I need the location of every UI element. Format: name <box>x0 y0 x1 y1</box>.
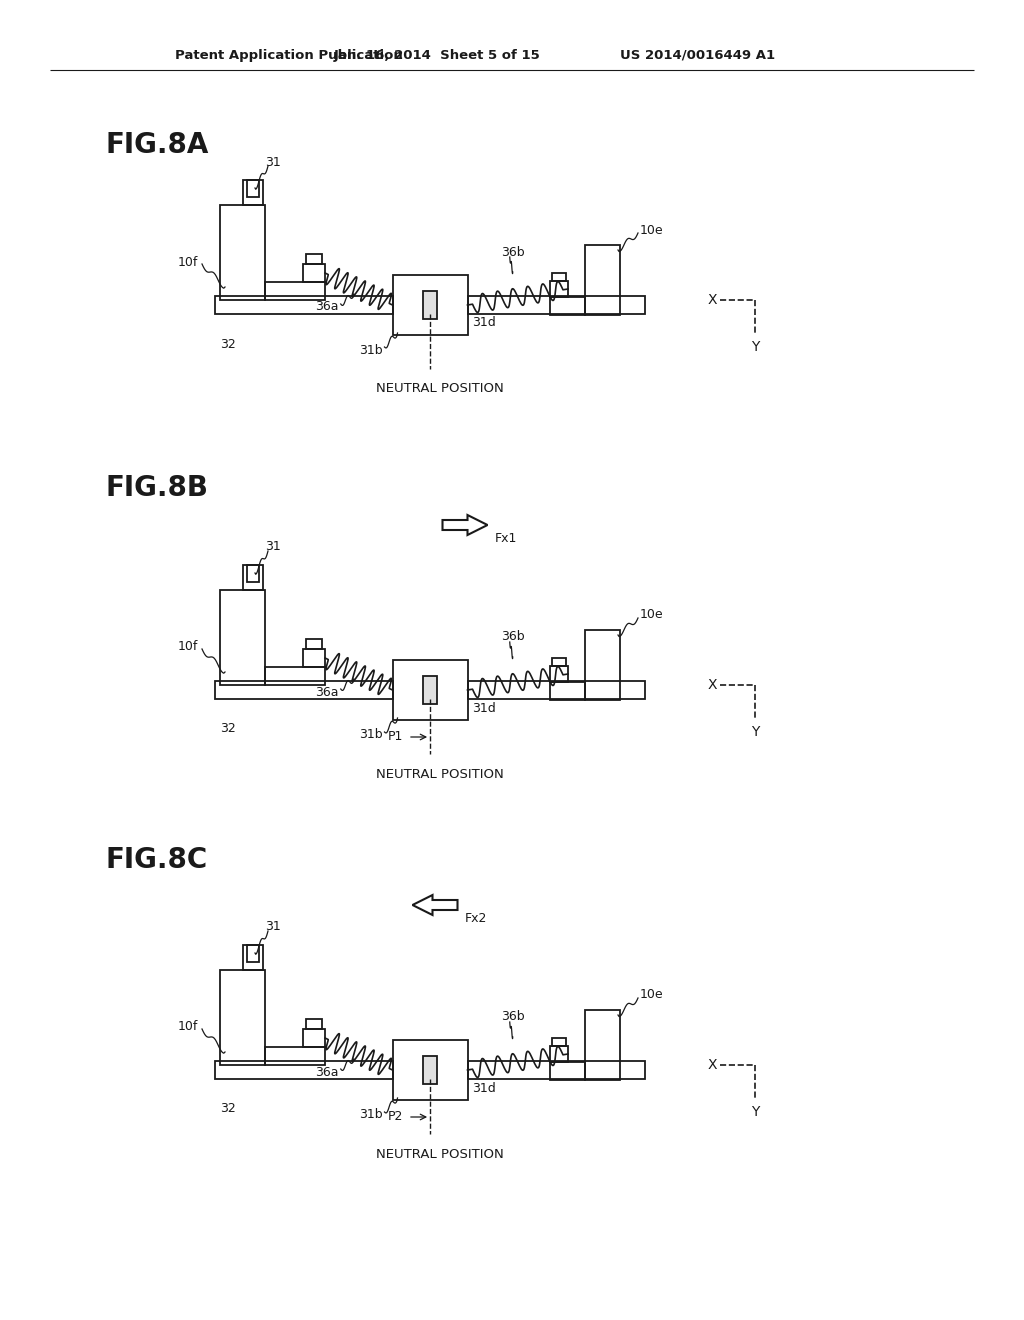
Text: 10e: 10e <box>640 223 664 236</box>
Bar <box>215 681 392 700</box>
Text: 31d: 31d <box>472 317 497 330</box>
Text: Jan. 16, 2014  Sheet 5 of 15: Jan. 16, 2014 Sheet 5 of 15 <box>334 49 541 62</box>
Bar <box>220 970 265 1065</box>
Text: 31b: 31b <box>358 1109 383 1122</box>
Bar <box>243 180 263 205</box>
Text: X: X <box>708 678 717 692</box>
Text: 36b: 36b <box>501 1011 524 1023</box>
Text: 31b: 31b <box>358 343 383 356</box>
Text: 10f: 10f <box>177 256 198 268</box>
Bar <box>303 264 325 282</box>
Text: Y: Y <box>751 341 759 354</box>
Text: NEUTRAL POSITION: NEUTRAL POSITION <box>376 767 504 780</box>
Text: Fx1: Fx1 <box>495 532 517 545</box>
Text: P1: P1 <box>388 730 403 743</box>
Text: P2: P2 <box>388 1110 403 1123</box>
Bar <box>550 1045 568 1063</box>
Bar <box>303 649 325 667</box>
Text: 10f: 10f <box>177 640 198 653</box>
Bar <box>550 281 568 297</box>
Text: 31d: 31d <box>472 1081 497 1094</box>
Text: 31: 31 <box>265 156 281 169</box>
Bar <box>243 945 263 970</box>
Text: 31: 31 <box>265 920 281 933</box>
Bar <box>392 1040 468 1100</box>
Text: US 2014/0016449 A1: US 2014/0016449 A1 <box>620 49 775 62</box>
Bar <box>468 1061 645 1078</box>
Text: X: X <box>708 1059 717 1072</box>
Bar <box>215 1061 392 1078</box>
Text: FIG.8C: FIG.8C <box>105 846 207 874</box>
Text: NEUTRAL POSITION: NEUTRAL POSITION <box>376 1147 504 1160</box>
Text: FIG.8B: FIG.8B <box>105 474 208 502</box>
Bar <box>423 1056 437 1084</box>
Text: 31d: 31d <box>472 701 497 714</box>
Text: 31b: 31b <box>358 729 383 742</box>
Text: FIG.8A: FIG.8A <box>105 131 208 158</box>
Bar <box>550 682 585 700</box>
Bar <box>550 667 568 682</box>
Text: 36b: 36b <box>501 246 524 259</box>
Bar <box>306 639 322 649</box>
Bar <box>303 1030 325 1047</box>
Bar <box>550 297 585 315</box>
Text: 36a: 36a <box>315 301 339 314</box>
Text: NEUTRAL POSITION: NEUTRAL POSITION <box>376 383 504 396</box>
Bar <box>468 296 645 314</box>
Text: 10e: 10e <box>640 609 664 622</box>
Bar <box>247 945 259 962</box>
Bar <box>265 282 325 300</box>
Bar <box>423 676 437 704</box>
Text: 32: 32 <box>220 722 236 735</box>
Bar <box>392 660 468 719</box>
Text: 10f: 10f <box>177 1020 198 1034</box>
Bar <box>220 590 265 685</box>
Bar <box>247 180 259 197</box>
Bar <box>552 273 566 281</box>
Text: Y: Y <box>751 725 759 739</box>
Bar <box>265 1047 325 1065</box>
Text: 32: 32 <box>220 338 236 351</box>
Text: Y: Y <box>751 1105 759 1119</box>
Bar <box>306 253 322 264</box>
Bar <box>243 565 263 590</box>
Bar <box>585 246 620 315</box>
Text: 36b: 36b <box>501 631 524 644</box>
Bar <box>585 1010 620 1080</box>
Bar <box>550 1063 585 1080</box>
Bar <box>247 565 259 582</box>
Text: Patent Application Publication: Patent Application Publication <box>175 49 402 62</box>
Text: 10e: 10e <box>640 989 664 1002</box>
Bar <box>552 1038 566 1045</box>
Text: 36a: 36a <box>315 1065 339 1078</box>
Bar <box>265 667 325 685</box>
Text: 31: 31 <box>265 540 281 553</box>
Text: X: X <box>708 293 717 308</box>
Bar <box>306 1019 322 1030</box>
Bar <box>468 681 645 700</box>
Bar <box>423 290 437 319</box>
Bar <box>552 657 566 667</box>
Bar <box>220 205 265 300</box>
Text: 36a: 36a <box>315 685 339 698</box>
Bar <box>215 296 392 314</box>
Text: 32: 32 <box>220 1102 236 1115</box>
Bar <box>585 630 620 700</box>
Bar <box>392 275 468 335</box>
Text: Fx2: Fx2 <box>465 912 487 925</box>
